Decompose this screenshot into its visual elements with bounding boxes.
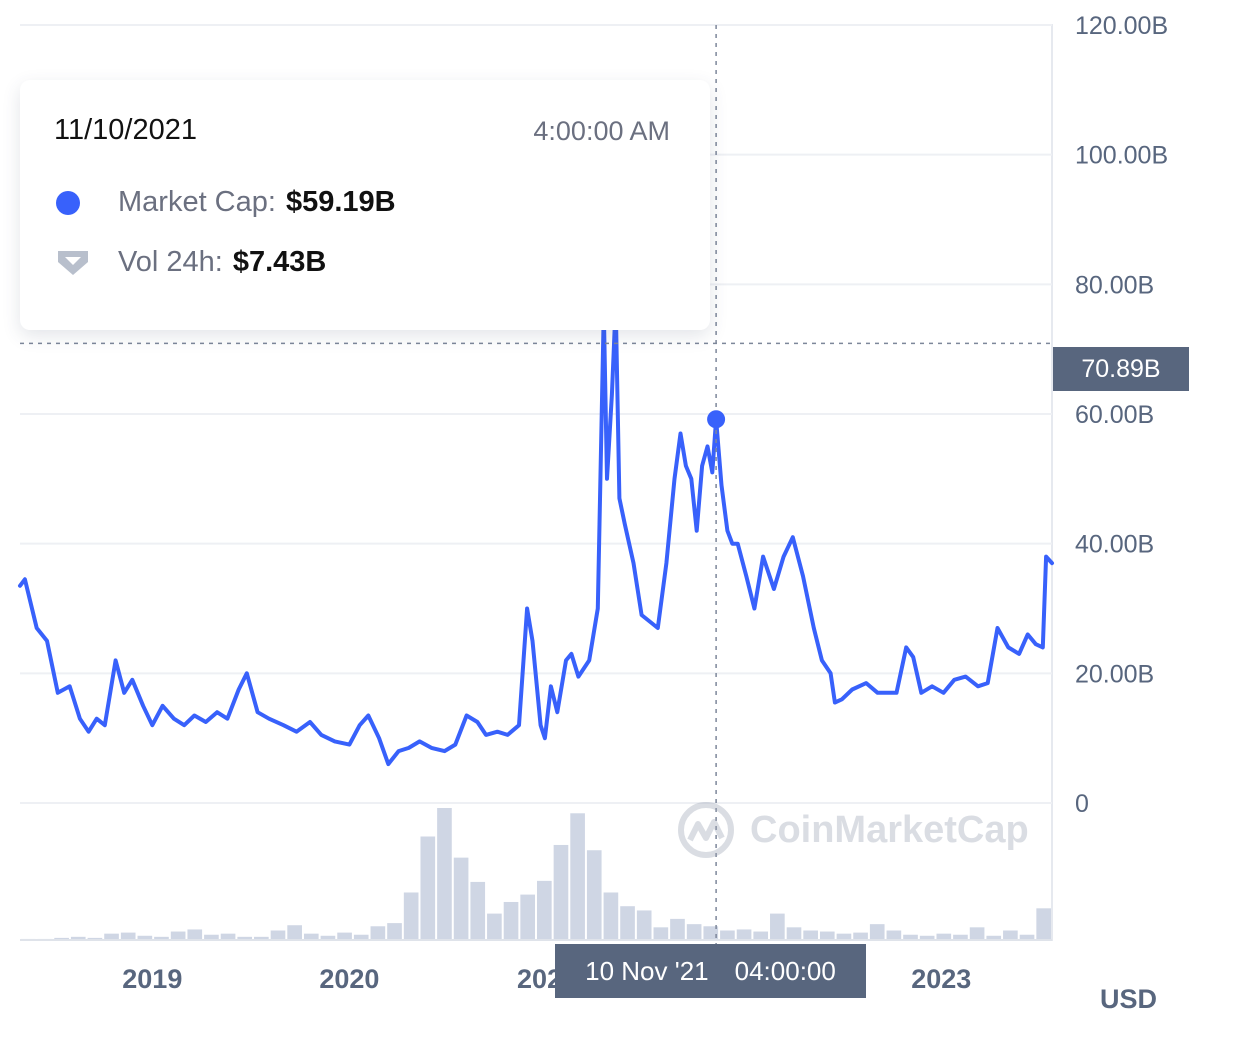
coinmarketcap-logo-icon	[678, 802, 734, 858]
volume-bar	[403, 892, 419, 940]
volume-bar	[337, 932, 352, 940]
currency-label: USD	[1100, 984, 1158, 1014]
volume-bar	[453, 857, 469, 940]
y-tick-label: 40.00B	[1075, 531, 1154, 559]
volume-bar	[786, 927, 802, 940]
volume-bar	[703, 926, 719, 940]
volume-bar	[187, 929, 203, 940]
volume-bar	[869, 924, 885, 940]
tooltip-time: 4:00:00 AM	[533, 116, 670, 146]
volume-bar	[370, 926, 386, 940]
x-tick-label: 2019	[122, 964, 182, 994]
tooltip-volume-label: Vol 24h:	[118, 246, 223, 278]
volume-bar	[154, 936, 169, 940]
volume-bar	[686, 924, 702, 940]
tooltip-volume-row: Vol 24h: $7.43B	[56, 246, 326, 279]
tooltip-volume-value: $7.43B	[232, 246, 327, 278]
volume-bar	[736, 929, 752, 940]
volume-bar	[986, 935, 1002, 940]
volume-bar	[936, 933, 952, 940]
volume-bar	[270, 930, 286, 940]
volume-bar	[470, 881, 486, 940]
volume-bar	[953, 934, 968, 940]
x-tick-label: 2020	[319, 964, 379, 994]
tooltip-market-cap-row: Market Cap: $59.19B	[56, 186, 396, 219]
volume-bar	[437, 808, 452, 940]
crosshair-time-text: 04:00:00	[734, 956, 836, 986]
market-cap-dot-icon	[56, 190, 80, 215]
volume-bar	[487, 913, 502, 940]
y-tick-label: 120.00B	[1075, 12, 1168, 40]
crosshair-date-text: 10 Nov '21	[585, 956, 709, 986]
volume-bar	[104, 933, 119, 940]
volume-bar	[620, 906, 635, 940]
crosshair-date-badge: 10 Nov '21 04:00:00	[555, 944, 866, 998]
volume-bar	[553, 844, 569, 940]
tooltip-market-cap-label: Market Cap:	[118, 186, 276, 218]
volume-bar	[853, 932, 868, 940]
volume-bar	[919, 935, 935, 940]
volume-bar	[54, 937, 69, 940]
volume-bar	[836, 933, 852, 940]
volume-shield-icon	[58, 250, 88, 275]
volume-bar	[353, 934, 369, 940]
chart-tooltip: 11/10/2021 4:00:00 AM Market Cap: $59.19…	[20, 80, 710, 330]
volume-bar	[770, 913, 785, 940]
volume-bar	[969, 927, 985, 940]
market-cap-line	[18, 301, 1054, 767]
volume-bar	[819, 931, 835, 940]
volume-bar	[137, 935, 153, 940]
volume-bar	[720, 930, 735, 940]
tooltip-date: 11/10/2021	[54, 114, 197, 146]
volume-bar	[237, 936, 253, 940]
volume-bar	[903, 934, 918, 940]
volume-bar	[603, 892, 619, 940]
volume-bar	[170, 931, 186, 940]
volume-bar	[653, 927, 669, 940]
volume-bar	[537, 880, 552, 940]
volume-bar	[420, 836, 436, 940]
volume-bar	[387, 923, 402, 940]
volume-bar	[670, 918, 685, 940]
volume-bar	[303, 933, 319, 940]
volume-bar	[636, 910, 652, 940]
volume-bar	[287, 925, 302, 940]
volume-bar	[220, 933, 236, 940]
volume-bar	[1019, 934, 1035, 940]
volume-bar	[1003, 930, 1018, 940]
volume-bar	[803, 930, 818, 940]
volume-bar	[204, 934, 219, 940]
tooltip-market-cap-value: $59.19B	[285, 186, 396, 218]
watermark-text: CoinMarketCap	[750, 808, 1029, 851]
volume-bar	[320, 935, 336, 940]
y-tick-label: 100.00B	[1075, 142, 1168, 170]
volume-bar	[520, 894, 535, 940]
volume-bar	[254, 936, 269, 940]
volume-bar	[586, 850, 602, 940]
volume-bar	[570, 813, 585, 940]
volume-bar	[503, 901, 519, 940]
y-tick-label: 20.00B	[1075, 660, 1154, 688]
highlight-point	[707, 410, 726, 429]
crosshair-price-badge: 70.89B	[1053, 347, 1189, 391]
volume-bar	[886, 930, 902, 940]
watermark: CoinMarketCap	[676, 800, 1029, 860]
y-tick-label: 80.00B	[1075, 271, 1154, 299]
y-tick-label: 60.00B	[1075, 401, 1154, 429]
y-tick-label: 0	[1075, 790, 1089, 818]
x-tick-label: 2023	[911, 964, 971, 994]
volume-bar	[753, 931, 769, 940]
volume-bar	[1036, 908, 1051, 940]
volume-bar	[70, 936, 86, 940]
volume-bar	[120, 932, 136, 940]
volume-bar	[87, 937, 103, 940]
